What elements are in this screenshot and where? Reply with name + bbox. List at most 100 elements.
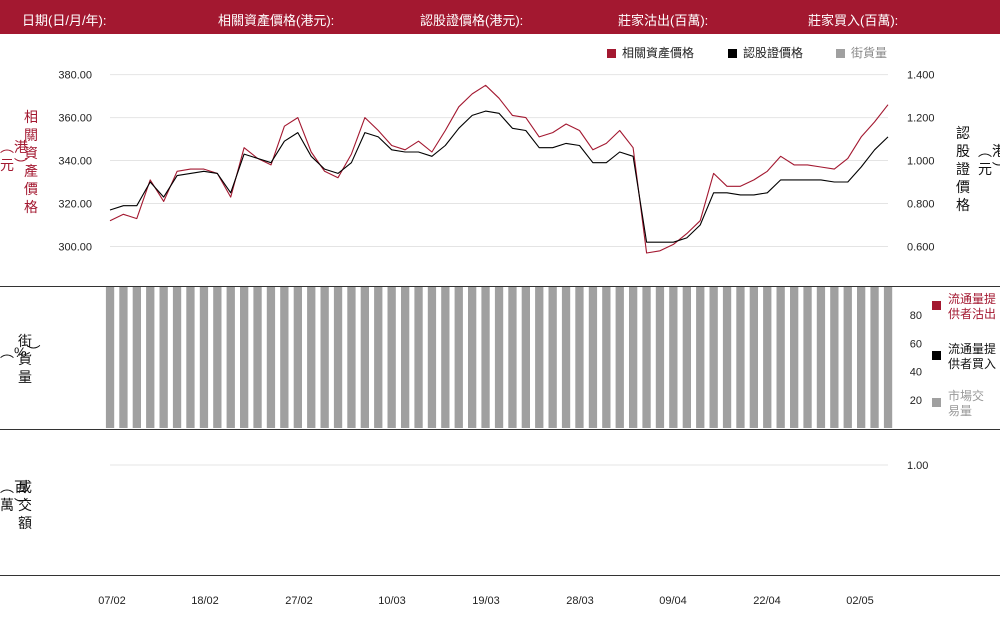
y-right-tick-label: 0.600 [907,242,935,254]
divider-top [0,286,1000,287]
outstanding-bar [843,287,852,428]
mid-axis-unit: ︵%︶ [0,344,41,360]
right-axis-unit: ︵港元︶ [978,143,1000,177]
lp-sell-label: 莊家沽出(百萬): [618,13,709,28]
legend-underlying-swatch [607,49,616,58]
outstanding-bar [642,287,651,428]
y-left-tick-label: 360.00 [58,113,92,125]
outstanding-bar [387,287,396,428]
outstanding-bar [763,287,772,428]
outstanding-bar [468,287,477,428]
outstanding-bar [401,287,410,428]
y-right-tick-label: 1.200 [907,113,935,125]
outstanding-bar [709,287,718,428]
date-label: 日期(日/月/年): [22,13,107,28]
divider-mid [0,429,1000,430]
lp-buy-label: 莊家買入(百萬): [808,13,899,28]
outstanding-bar [548,287,557,428]
outstanding-bar [830,287,839,428]
outstanding-bar [535,287,544,428]
info-header: 日期(日/月/年): 相關資產價格(港元): 認股證價格(港元): 莊家沽出(百… [0,0,1000,34]
side-legend-lp-buy-text: 流通量提供者買入 [948,342,997,371]
outstanding-bar [481,287,490,428]
outstanding-bar [722,287,732,428]
warrant-price-line [109,110,889,243]
outstanding-bar [494,287,504,428]
outstanding-bar [575,287,584,428]
outstanding-bar [105,287,115,428]
outstanding-bar [508,287,517,428]
y-mid-tick-label: 20 [910,395,922,407]
outstanding-bar [669,287,678,428]
left-axis-unit: ︵港元︶ [0,139,28,173]
divider-bottom [0,575,1000,576]
outstanding-bar [360,287,369,428]
side-legend-lp-buy-swatch [932,351,941,360]
outstanding-bar [307,287,316,428]
outstanding-bar [347,287,356,428]
mid-axis-title: 街貨量 [18,333,32,385]
outstanding-bar [454,287,463,428]
side-legend-lp-sell-swatch [932,301,941,310]
outstanding-bar [441,287,450,428]
legend-underlying[interactable]: 相關資產價格 [607,44,694,61]
outstanding-bar [293,287,302,428]
outstanding-bar [172,287,182,428]
outstanding-bar [749,287,758,428]
outstanding-bar [266,287,276,428]
underlying-price-label: 相關資產價格(港元): [218,13,335,28]
outstanding-bar [602,287,611,428]
outstanding-bar [333,287,343,428]
outstanding-bar [199,287,209,428]
outstanding-bar [186,287,195,428]
legend-outstanding[interactable]: 街貨量 [836,44,887,61]
outstanding-bar [159,287,168,428]
warrant-price-label: 認股證價格(港元): [420,13,524,28]
y-mid-tick-label: 60 [910,338,922,350]
outstanding-bar [213,287,222,428]
outstanding-bar [776,287,785,428]
legend-warrant-swatch [728,49,737,58]
outstanding-bar [790,287,799,428]
y-left-tick-label: 300.00 [58,242,92,254]
side-legend-market-text: 市場交易量 [948,389,985,418]
outstanding-bar [696,287,705,428]
outstanding-bar [374,287,383,428]
outstanding-bar [146,287,155,428]
side-legend-lp-sell-text: 流通量提供者沽出 [948,292,997,321]
y-left-tick-label: 340.00 [58,156,92,168]
outstanding-bar [629,287,638,428]
legend-warrant-text: 認股證價格 [743,46,804,60]
legend-outstanding-swatch [836,49,845,58]
outstanding-bar [803,287,812,428]
x-tick-label: 07/02 [98,595,126,607]
outstanding-bar [736,287,745,428]
outstanding-bar [427,287,437,428]
x-tick-label: 02/05 [846,595,874,607]
outstanding-bar [883,287,893,428]
x-tick-label: 18/02 [191,595,219,607]
legend-outstanding-text: 街貨量 [851,46,888,60]
outstanding-bar [240,287,249,428]
bottom-axis-unit: ︵百萬︶ [0,479,28,513]
x-tick-label: 09/04 [659,595,687,607]
outstanding-bar [588,287,598,428]
outstanding-bar [414,287,423,428]
outstanding-bar [119,287,128,428]
x-tick-label: 22/04 [753,595,781,607]
side-legend-market-swatch [932,398,941,407]
outstanding-bar [870,287,879,428]
outstanding-bar [132,287,141,428]
x-tick-label: 10/03 [378,595,406,607]
outstanding-bar [253,287,262,428]
outstanding-bar [615,287,624,428]
outstanding-bar [320,287,329,428]
outstanding-bar [682,287,691,428]
outstanding-bar [857,287,866,428]
x-tick-label: 27/02 [285,595,313,607]
legend-warrant[interactable]: 認股證價格 [728,44,803,61]
y-mid-tick-label: 40 [910,367,922,379]
right-axis-title: 認股證價格 [956,125,970,213]
y-left-tick-label: 320.00 [58,199,92,211]
y-right-tick-label: 1.000 [907,156,935,168]
